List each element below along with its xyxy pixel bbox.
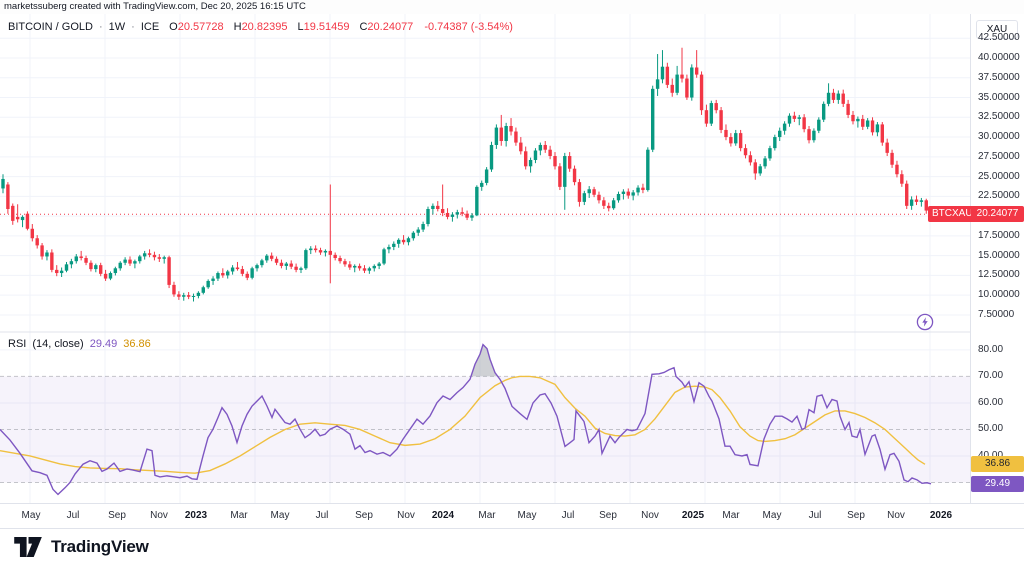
- time-axis-tick: Sep: [355, 510, 373, 521]
- time-axis-tick: Mar: [478, 510, 496, 521]
- time-axis-tick: Jul: [66, 510, 80, 521]
- legend-separator: ·: [131, 21, 135, 33]
- rsi-axis-tick: 60.00: [978, 396, 1004, 408]
- brand-bar: TradingView: [0, 528, 1024, 565]
- time-axis[interactable]: May Jul Sep Nov 2023 Mar May Jul Sep Nov 2024 Mar Ma…: [0, 503, 1024, 529]
- rsi-legend[interactable]: RSI (14, close) 29.49 36.86: [8, 338, 151, 350]
- ohlc-high: H20.82395: [233, 21, 288, 33]
- time-axis-tick: Jul: [315, 510, 329, 521]
- rsi-value-badge: 29.49: [971, 475, 1024, 492]
- rsi-value: 29.49: [89, 338, 118, 350]
- rsi-axis-tick: 40.00: [978, 449, 1003, 463]
- rsi-params: (14, close): [32, 338, 84, 350]
- price-axis-tick: 10.00000: [978, 289, 1020, 301]
- chart-canvas[interactable]: [0, 14, 970, 503]
- ohlc-close: C20.24077: [359, 21, 414, 33]
- time-axis-tick: 2023: [184, 510, 208, 521]
- time-axis-tick: May: [270, 510, 290, 521]
- time-axis-tick: 2025: [681, 510, 705, 521]
- tradingview-logo-text[interactable]: TradingView: [51, 537, 149, 556]
- rsi-axis-tick: 50.00: [978, 423, 1004, 435]
- price-axis-tick: 42.50000: [978, 32, 1020, 44]
- time-axis-tick: May: [21, 510, 41, 521]
- time-axis-tick: 2024: [431, 510, 455, 521]
- tradingview-logo-icon[interactable]: [14, 537, 43, 557]
- time-axis-tick: May: [517, 510, 537, 521]
- price-axis-tick: 32.50000: [978, 111, 1020, 123]
- price-axis[interactable]: XAU 42.50000 40.00000 37.50000 35.00000 32.5…: [970, 14, 1024, 503]
- time-axis-tick: Nov: [150, 510, 168, 521]
- price-axis-tick: 15.00000: [978, 249, 1020, 261]
- time-axis-tick: Mar: [230, 510, 248, 521]
- symbol-title[interactable]: BITCOIN / GOLD: [8, 21, 93, 33]
- change-value: -0.74387 (-3.54%): [424, 21, 513, 33]
- price-axis-tick: 17.50000: [978, 229, 1020, 241]
- rsi-axis-tick: 70.00: [978, 370, 1004, 382]
- time-axis-tick: Nov: [887, 510, 905, 521]
- price-axis-tick: 27.50000: [978, 150, 1020, 162]
- time-axis-tick: Sep: [847, 510, 865, 521]
- price-axis-tick: 40.00000: [978, 52, 1020, 63]
- time-axis-tick: Sep: [599, 510, 617, 521]
- ohlc-open: O20.57728: [169, 21, 224, 33]
- symbol-legend[interactable]: BITCOIN / GOLD · 1W · ICE O20.57728 H20.…: [8, 21, 513, 33]
- rsi-ma-value: 36.86: [123, 338, 151, 350]
- symbol-exchange: ICE: [140, 21, 160, 33]
- time-axis-tick: Nov: [641, 510, 659, 521]
- price-axis-tick: 7.50000: [978, 308, 1015, 320]
- symbol-interval[interactable]: 1W: [108, 21, 126, 33]
- attribution-bar: marketssuberg created with TradingView.c…: [0, 0, 1024, 14]
- legend-separator: ·: [98, 21, 103, 33]
- last-price-symbol-badge: BTCXAU: [928, 206, 977, 223]
- ohlc-low: L19.51459: [297, 21, 350, 33]
- time-axis-tick: 2026: [929, 510, 953, 521]
- time-axis-tick: Sep: [108, 510, 126, 521]
- price-axis-tick: 35.00000: [978, 91, 1020, 103]
- flash-icon-button[interactable]: [916, 313, 934, 331]
- time-axis-tick: Jul: [561, 510, 575, 521]
- price-axis-tick: 37.50000: [978, 71, 1020, 83]
- time-axis-tick: Jul: [808, 510, 822, 521]
- rsi-title[interactable]: RSI: [8, 338, 27, 350]
- price-axis-tick: 30.00000: [978, 131, 1020, 143]
- rsi-axis-tick: 80.00: [978, 343, 1004, 355]
- price-axis-tick: 25.00000: [978, 170, 1020, 182]
- time-axis-tick: Nov: [397, 510, 415, 521]
- last-price-badge: 20.24077: [971, 206, 1024, 223]
- time-axis-tick: May: [762, 510, 782, 521]
- currency-label[interactable]: XAU: [976, 20, 1018, 39]
- price-axis-tick: 22.50000: [978, 190, 1020, 202]
- rsi-ma-badge: 36.86: [971, 456, 1024, 473]
- time-axis-tick: Mar: [722, 510, 740, 521]
- price-axis-tick: 12.50000: [978, 269, 1020, 281]
- lightning-icon: [916, 313, 934, 331]
- attribution-text: marketssuberg created with TradingView.c…: [4, 1, 306, 12]
